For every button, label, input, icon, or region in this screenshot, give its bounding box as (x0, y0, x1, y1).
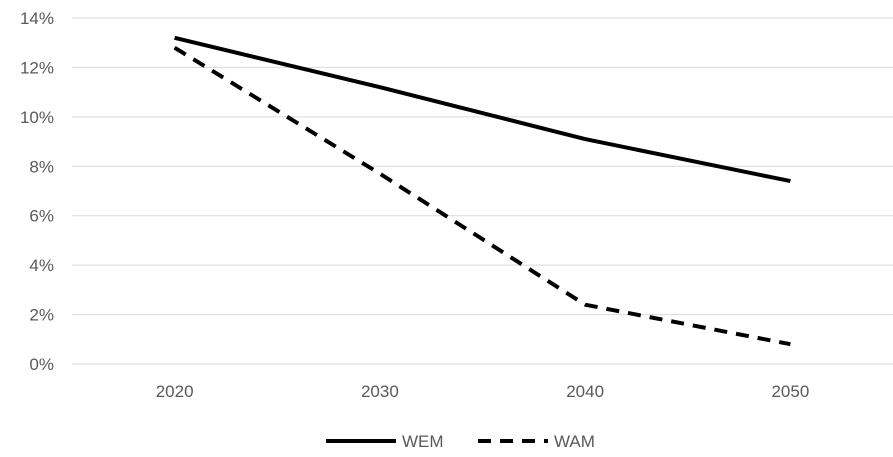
x-tick-label: 2050 (771, 382, 809, 401)
series-lines (173, 35, 791, 347)
x-tick-label: 2040 (566, 382, 604, 401)
x-tick-label: 2030 (361, 382, 399, 401)
x-axis-tick-labels: 2020 2030 2040 2050 (156, 382, 810, 401)
legend: WEM WAM (326, 432, 595, 451)
gridlines (72, 17, 893, 365)
y-tick-label: 6% (29, 207, 54, 226)
y-tick-label: 0% (29, 355, 54, 374)
x-tick-label: 2020 (156, 382, 194, 401)
legend-label-wem: WEM (402, 432, 444, 451)
series-line-wam (173, 45, 791, 347)
y-tick-label: 12% (20, 58, 54, 77)
y-axis-tick-labels: 0% 2% 4% 6% 8% 10% 12% 14% (20, 9, 54, 374)
y-tick-label: 10% (20, 108, 54, 127)
y-tick-label: 2% (29, 306, 54, 325)
y-tick-label: 4% (29, 256, 54, 275)
y-tick-label: 8% (29, 157, 54, 176)
series-line-wem (174, 35, 791, 184)
legend-label-wam: WAM (554, 432, 595, 451)
y-tick-label: 14% (20, 9, 54, 28)
